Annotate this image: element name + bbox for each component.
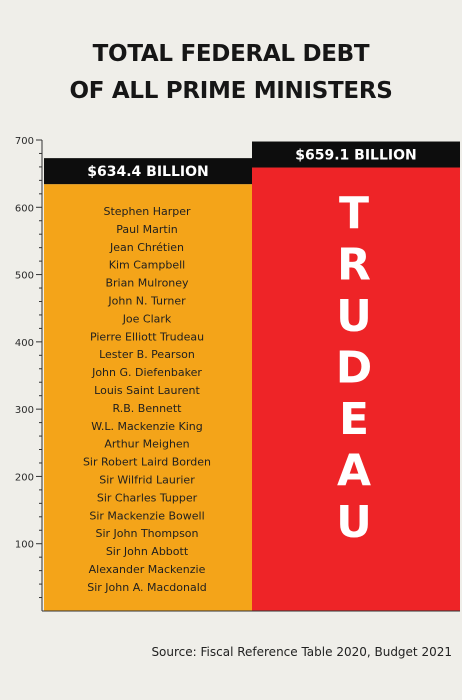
pm-name-19: Sir John Thompson xyxy=(95,527,198,540)
y-tick-label: 700 xyxy=(15,136,34,147)
pm-name-21: Alexander Mackenzie xyxy=(89,563,206,576)
trudeau-letter-1: T xyxy=(339,188,369,239)
pm-name-13: W.L. Mackenzie King xyxy=(91,420,203,433)
trudeau-letter-4: D xyxy=(336,343,373,394)
y-tick-label: 300 xyxy=(15,405,34,416)
y-tick-label: 600 xyxy=(15,203,34,214)
pm-name-2: Paul Martin xyxy=(116,223,178,236)
title-line-2: OF ALL PRIME MINISTERS xyxy=(69,78,393,104)
bar-2-value-label: $659.1 BILLION xyxy=(295,148,416,164)
pm-name-10: John G. Diefenbaker xyxy=(91,366,202,379)
pm-name-5: Brian Mulroney xyxy=(105,277,189,290)
y-tick-label: 400 xyxy=(15,338,34,349)
pm-name-3: Jean Chrétien xyxy=(109,241,184,254)
pm-name-8: Pierre Elliott Trudeau xyxy=(90,330,204,343)
bar-2 xyxy=(252,167,460,612)
trudeau-letter-5: E xyxy=(339,394,369,445)
pm-name-4: Kim Campbell xyxy=(109,259,185,272)
pm-name-16: Sir Wilfrid Laurier xyxy=(99,474,195,487)
pm-name-9: Lester B. Pearson xyxy=(99,348,195,361)
pm-name-18: Sir Mackenzie Bowell xyxy=(89,509,204,522)
pm-name-14: Arthur Meighen xyxy=(104,438,189,451)
title-line-1: TOTAL FEDERAL DEBT xyxy=(92,41,370,67)
bar-1-value-label: $634.4 BILLION xyxy=(87,164,208,180)
pm-name-7: Joe Clark xyxy=(122,312,172,325)
pm-name-1: Stephen Harper xyxy=(103,205,191,218)
trudeau-letter-7: U xyxy=(336,497,372,548)
trudeau-letter-3: U xyxy=(336,291,372,342)
pm-name-22: Sir John A. Macdonald xyxy=(87,581,207,594)
pm-name-17: Sir Charles Tupper xyxy=(97,491,198,504)
pm-name-6: John N. Turner xyxy=(107,295,186,308)
trudeau-letter-6: A xyxy=(337,446,371,497)
y-tick-label: 100 xyxy=(15,540,34,551)
y-tick-label: 500 xyxy=(15,271,34,282)
bar-2-value-box xyxy=(252,141,460,168)
chart-title: TOTAL FEDERAL DEBT OF ALL PRIME MINISTER… xyxy=(0,36,462,110)
source-note: Source: Fiscal Reference Table 2020, Bud… xyxy=(151,645,452,659)
bar-1 xyxy=(44,184,252,611)
y-tick-label: 200 xyxy=(15,472,34,483)
pm-name-20: Sir John Abbott xyxy=(106,545,189,558)
bar-1-value-box xyxy=(44,158,252,185)
pm-name-12: R.B. Bennett xyxy=(113,402,183,415)
pm-name-15: Sir Robert Laird Borden xyxy=(83,456,211,469)
trudeau-letter-2: R xyxy=(337,240,371,291)
pm-name-11: Louis Saint Laurent xyxy=(94,384,200,397)
